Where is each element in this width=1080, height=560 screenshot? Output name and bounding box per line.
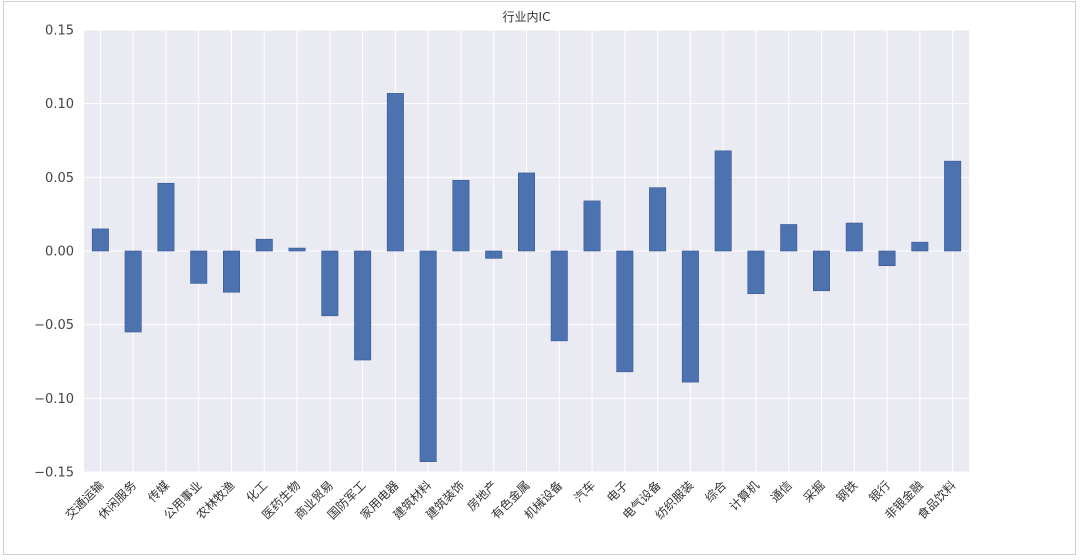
x-category-label: 计算机 — [726, 478, 762, 514]
x-category-label: 传媒 — [144, 478, 172, 506]
bar — [911, 241, 929, 252]
y-tick-label: 0.15 — [45, 24, 74, 39]
x-category-label: 通信 — [768, 478, 795, 505]
x-category-label: 汽车 — [571, 478, 599, 506]
bar — [616, 250, 634, 373]
y-tick-label: 0.10 — [45, 97, 74, 112]
bar — [354, 250, 372, 361]
x-category-label: 采掘 — [800, 478, 828, 506]
y-tick-label: 0.00 — [45, 245, 74, 260]
bar — [255, 238, 273, 252]
y-tick-label: 0.05 — [45, 171, 74, 186]
x-category-label: 银行 — [866, 478, 893, 505]
bar — [485, 250, 503, 259]
bar — [223, 250, 240, 293]
x-category-label: 电子 — [604, 478, 631, 505]
y-tick-label: −0.15 — [34, 466, 74, 481]
y-tick-label: −0.05 — [34, 318, 74, 333]
bar — [288, 247, 306, 252]
bar — [91, 228, 109, 252]
bar — [419, 250, 437, 462]
bar — [813, 250, 830, 292]
x-category-label: 钢铁 — [834, 478, 861, 505]
y-axis-ticks: 0.15 0.10 0.05 0.00 −0.05 −0.10 −0.15 — [34, 24, 74, 481]
bar — [550, 250, 568, 342]
bar — [583, 200, 601, 252]
bar — [386, 93, 404, 252]
bar — [944, 160, 962, 252]
bar — [452, 179, 470, 252]
bar — [780, 224, 798, 252]
chart-title: 行业内IC — [503, 10, 551, 24]
bar — [518, 172, 535, 252]
bar — [747, 250, 765, 295]
bar — [649, 187, 667, 252]
bar — [321, 250, 339, 317]
bar — [878, 250, 896, 267]
bar — [190, 250, 208, 284]
bar — [157, 182, 175, 252]
bar — [845, 222, 863, 252]
bar — [124, 250, 142, 333]
x-category-label: 综合 — [702, 478, 730, 506]
bar — [681, 250, 699, 383]
bar — [714, 150, 732, 252]
y-tick-label: −0.10 — [34, 392, 74, 407]
bars — [91, 93, 962, 462]
x-category-label: 化工 — [244, 478, 271, 505]
